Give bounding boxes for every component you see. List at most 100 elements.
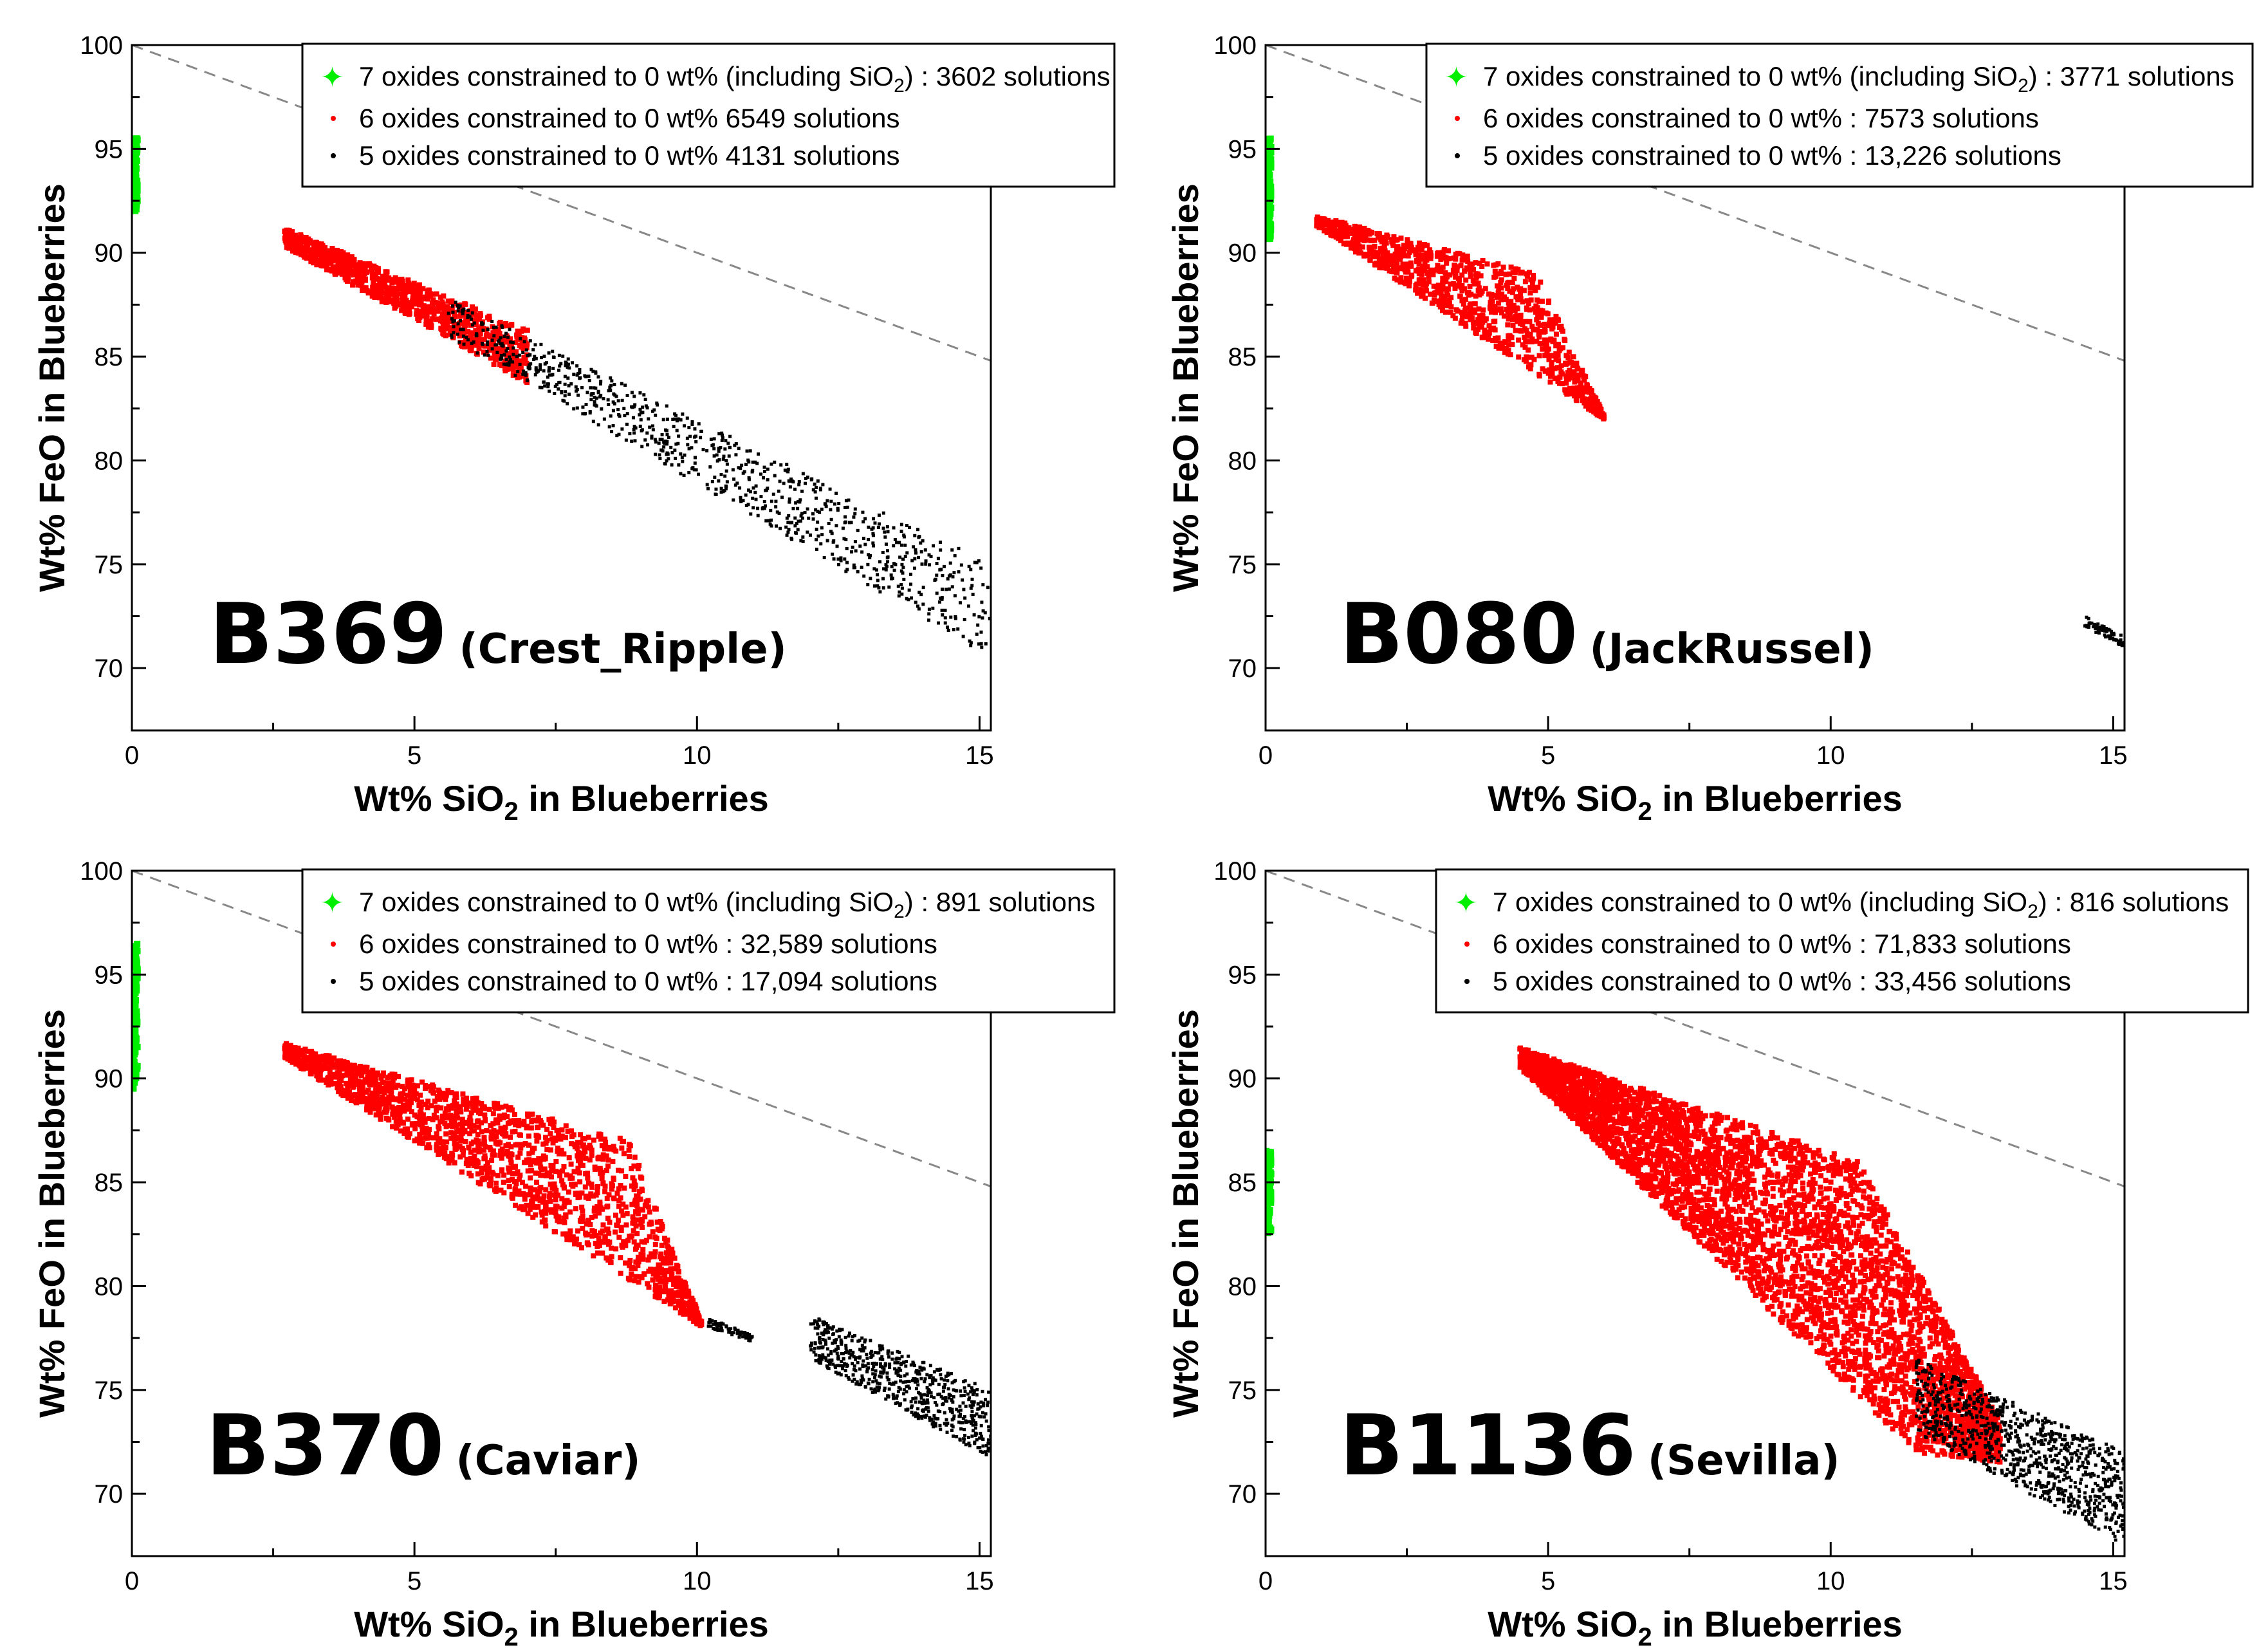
point-black: [983, 611, 987, 615]
point-red: [1452, 270, 1458, 276]
point-red: [1334, 231, 1340, 237]
point-red: [1506, 304, 1512, 310]
point-red: [390, 1078, 396, 1084]
point-red: [1388, 253, 1394, 259]
point-black: [774, 505, 778, 509]
point-black: [682, 474, 686, 478]
point-red: [1563, 361, 1569, 367]
point-red: [1455, 250, 1461, 256]
point-red: [352, 270, 358, 276]
point-red: [475, 313, 481, 319]
point-black: [773, 474, 777, 478]
point-black: [542, 380, 546, 384]
point-black: [788, 485, 792, 489]
point-black: [528, 353, 531, 357]
point-red: [1341, 225, 1347, 231]
point-black: [787, 528, 791, 532]
point-red: [598, 1230, 604, 1236]
point-red: [515, 1169, 521, 1174]
point-red: [561, 1203, 567, 1209]
point-black: [673, 448, 677, 452]
point-black: [2107, 627, 2110, 631]
point-black: [854, 549, 858, 553]
point-red: [345, 256, 351, 262]
point-black: [803, 510, 807, 514]
point-black: [652, 408, 656, 412]
point-black: [620, 398, 624, 402]
point-black: [547, 351, 551, 355]
point-red: [629, 1165, 634, 1171]
point-red: [441, 293, 447, 299]
point-red: [477, 311, 483, 317]
point-black: [837, 501, 841, 505]
point-red: [324, 254, 330, 260]
point-red: [1531, 357, 1537, 362]
point-red: [1430, 272, 1436, 277]
point-red: [476, 346, 482, 351]
point-black: [753, 490, 757, 494]
point-red: [529, 1168, 535, 1174]
point-red: [557, 1151, 562, 1156]
point-black: [841, 526, 845, 530]
point-red: [477, 1108, 483, 1113]
point-green: [1266, 232, 1269, 239]
point-red: [604, 1238, 610, 1244]
point-black: [900, 562, 904, 566]
point-black: [751, 496, 755, 500]
point-red: [380, 296, 386, 302]
point-red: [382, 1090, 387, 1096]
point-red: [1479, 264, 1485, 270]
point-red: [575, 1228, 581, 1234]
point-black: [969, 644, 973, 647]
point-black: [980, 600, 984, 604]
point-black: [779, 463, 783, 467]
point-red: [407, 1101, 412, 1107]
point-black: [761, 506, 765, 510]
point-black: [632, 405, 636, 409]
point-red: [290, 229, 295, 235]
point-red: [595, 1250, 600, 1256]
point-red: [371, 280, 376, 286]
point-red: [1434, 284, 1439, 290]
point-red: [357, 1090, 363, 1096]
point-red: [413, 1121, 419, 1127]
point-black: [793, 524, 797, 528]
point-red: [298, 232, 304, 237]
y-tick-label: 90: [95, 239, 124, 268]
point-black: [456, 332, 459, 336]
point-black: [876, 584, 880, 588]
point-red: [1536, 334, 1542, 340]
point-red: [1473, 293, 1479, 299]
point-red: [398, 291, 403, 297]
point-red: [1524, 274, 1530, 279]
point-black: [533, 343, 537, 347]
point-red: [460, 1152, 466, 1158]
point-red: [597, 1200, 603, 1205]
point-black: [885, 556, 889, 560]
point-red: [584, 1145, 590, 1151]
point-black: [650, 434, 654, 438]
point-red: [322, 1065, 327, 1071]
point-red: [434, 1115, 439, 1120]
point-red: [350, 282, 356, 288]
point-black: [566, 357, 570, 361]
point-red: [585, 1175, 591, 1181]
point-black: [957, 570, 961, 574]
point-red: [1434, 299, 1439, 304]
point-black: [929, 555, 933, 559]
point-black: [681, 459, 685, 463]
point-red: [1424, 257, 1430, 263]
point-red: [524, 1124, 530, 1129]
point-red: [561, 1164, 567, 1169]
point-black: [853, 540, 857, 544]
point-black: [754, 484, 758, 488]
point-red: [563, 1231, 569, 1237]
point-black: [762, 499, 766, 503]
point-red: [1443, 279, 1449, 284]
point-red: [422, 308, 428, 314]
point-black: [667, 457, 670, 461]
point-red: [431, 311, 437, 317]
point-red: [631, 1187, 637, 1193]
point-red: [365, 1073, 371, 1079]
point-red: [1379, 234, 1385, 240]
